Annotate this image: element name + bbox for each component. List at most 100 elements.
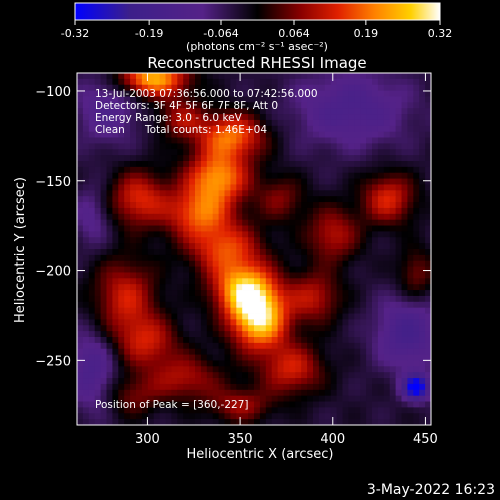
heatmap-cell [130,295,137,303]
heatmap-cell [383,225,391,232]
heatmap-cell [88,290,96,297]
heatmap-cell [124,237,131,244]
heatmap-cell [118,237,125,244]
heatmap-cell [407,331,414,338]
heatmap-cell [395,155,402,162]
heatmap-cell [307,207,314,215]
heatmap-cell [118,254,125,262]
heatmap-cell [307,143,314,150]
heatmap-cell [189,190,196,197]
heatmap-cell [271,407,278,414]
heatmap-cell [348,419,355,426]
heatmap-cell [336,149,343,156]
heatmap-cell [419,119,426,127]
heatmap-cell [212,125,219,133]
heatmap-cell [330,249,337,256]
heatmap-cell [289,102,296,109]
heatmap-cell [212,395,219,402]
heatmap-cell [330,313,337,320]
heatmap-cell [283,307,290,314]
heatmap-cell [153,249,160,256]
heatmap-cell [254,207,261,215]
heatmap-cell [401,102,408,109]
heatmap-cell [212,143,219,150]
heatmap-cell [383,114,391,121]
heatmap-cell [372,96,379,103]
heatmap-cell [88,366,96,373]
heatmap-cell [336,260,343,267]
heatmap-cell [259,260,267,267]
heatmap-cell [218,301,225,309]
heatmap-cell [236,272,243,279]
heatmap-cell [212,319,219,326]
heatmap-cell [224,342,231,350]
heatmap-cell [159,202,166,209]
heatmap-cell [360,254,367,262]
heatmap-cell [77,190,84,197]
heatmap-cell [366,137,373,144]
heatmap-cell [183,114,190,121]
heatmap-cell [360,319,367,326]
heatmap-cell [425,143,432,150]
heatmap-cell [265,342,273,350]
heatmap-cell [177,378,184,385]
heatmap-cell [94,295,101,303]
heatmap-cell [283,372,290,379]
heatmap-cell [159,231,166,238]
heatmap-cell [342,378,349,385]
heatmap-cell [106,419,113,426]
heatmap-cell [307,383,314,391]
heatmap-cell [200,366,208,373]
heatmap-cell [136,372,143,379]
heatmap-cell [230,383,237,391]
heatmap-cell [265,389,273,397]
heatmap-cell [165,155,172,162]
heatmap-cell [277,84,284,91]
heatmap-cell [94,307,101,314]
heatmap-cell [265,348,273,355]
heatmap-cell [159,155,166,162]
heatmap-cell [248,348,255,355]
heatmap-cell [248,172,255,179]
heatmap-cell [295,319,302,326]
heatmap-cell [147,313,155,320]
heatmap-cell [377,202,385,209]
heatmap-cell [289,249,296,256]
heatmap-cell [242,149,249,156]
heatmap-cell [136,407,143,414]
heatmap-cell [183,90,190,97]
heatmap-cell [82,401,90,408]
heatmap-cell [366,155,373,162]
heatmap-cell [425,125,432,133]
heatmap-cell [218,372,225,379]
heatmap-cell [283,131,290,138]
heatmap-cell [165,196,172,203]
heatmap-cell [383,307,391,314]
heatmap-cell [94,207,101,215]
heatmap-cell [183,372,190,379]
heatmap-cell [195,372,202,379]
heatmap-cell [212,407,219,414]
heatmap-cell [401,342,408,350]
heatmap-cell [153,213,160,221]
heatmap-cell [88,73,96,80]
heatmap-cell [348,78,355,86]
heatmap-cell [336,290,343,297]
heatmap-cell [106,307,113,314]
heatmap-cell [271,96,278,103]
heatmap-cell [389,96,396,103]
heatmap-cell [159,254,166,262]
heatmap-cell [289,207,296,215]
heatmap-cell [377,290,385,297]
heatmap-cell [242,137,249,144]
heatmap-cell [195,237,202,244]
heatmap-cell [307,84,314,91]
heatmap-cell [289,290,296,297]
heatmap-cell [342,155,349,162]
heatmap-cell [242,131,249,138]
colorbar-tick-label: -0.32 [61,27,89,40]
heatmap-cell [413,96,420,103]
heatmap-cell [171,90,178,97]
heatmap-cell [77,207,84,215]
